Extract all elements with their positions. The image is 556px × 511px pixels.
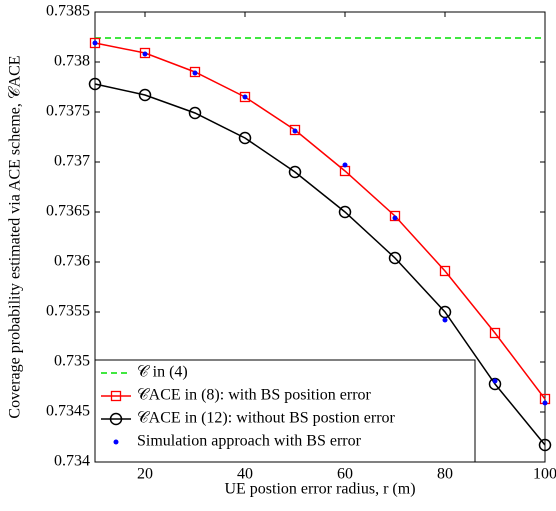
marker [188, 106, 202, 120]
marker [342, 162, 348, 168]
marker [492, 378, 498, 384]
marker [109, 412, 123, 426]
y-tick-label: 0.735 [54, 353, 90, 370]
y-tick-label: 0.7365 [46, 203, 90, 220]
x-tick-label: 40 [237, 466, 253, 483]
marker [192, 70, 198, 76]
marker [239, 91, 251, 103]
marker [542, 400, 548, 406]
marker [489, 327, 501, 339]
marker [110, 390, 122, 402]
marker [142, 51, 148, 57]
legend-label: Simulation approach with BS error [137, 433, 362, 450]
marker [88, 77, 102, 91]
y-tick-label: 0.736 [54, 253, 90, 270]
legend-label: 𝒞ACE in (8): with BS position error [137, 387, 372, 404]
x-tick-label: 60 [337, 466, 353, 483]
legend-label: 𝒞 in (4) [137, 364, 188, 381]
y-tick-label: 0.734 [54, 453, 90, 470]
x-tick-label: 100 [533, 466, 556, 483]
marker [238, 131, 252, 145]
y-tick-label: 0.7375 [46, 103, 90, 120]
x-axis-label: UE postion error radius, r (m) [224, 481, 415, 498]
legend-label: 𝒞ACE in (12): without BS postion error [137, 410, 396, 427]
marker [242, 94, 248, 100]
y-tick-label: 0.738 [54, 53, 90, 70]
marker [292, 128, 298, 134]
marker [338, 205, 352, 219]
x-tick-label: 80 [437, 466, 453, 483]
marker [139, 47, 151, 59]
y-tick-label: 0.7345 [46, 403, 90, 420]
y-axis-label: Coverage probability estimated via ACE s… [7, 55, 24, 418]
marker [189, 66, 201, 78]
series-line [94, 83, 546, 446]
marker [439, 265, 451, 277]
marker [113, 439, 119, 445]
marker [442, 317, 448, 323]
marker [392, 215, 398, 221]
y-tick-label: 0.7355 [46, 303, 90, 320]
marker [138, 88, 152, 102]
y-tick-label: 0.7385 [46, 3, 90, 20]
marker [89, 37, 101, 49]
marker [289, 124, 301, 136]
marker [388, 251, 402, 265]
marker [92, 40, 98, 46]
legend-box [94, 359, 476, 463]
series-line [94, 42, 546, 400]
marker [538, 438, 552, 452]
marker [288, 165, 302, 179]
y-tick-label: 0.737 [54, 153, 90, 170]
x-tick-label: 20 [137, 466, 153, 483]
